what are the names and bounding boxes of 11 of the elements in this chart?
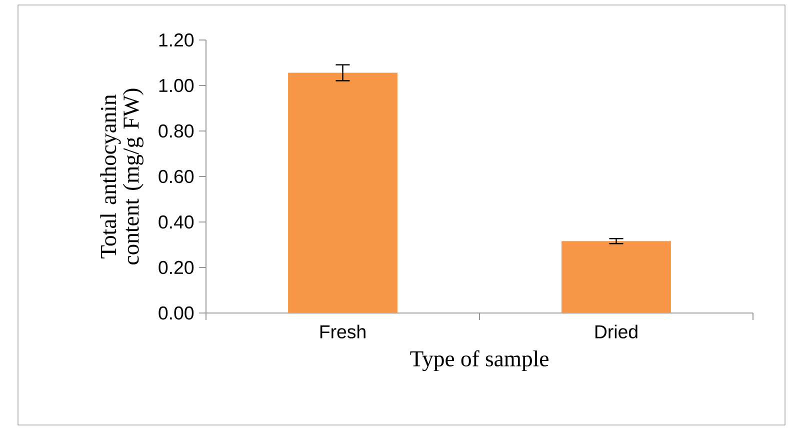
x-axis-title: Type of sample (410, 350, 548, 372)
x-tick-label: Dried (595, 324, 638, 338)
y-tick-label: 0.60 (158, 170, 194, 184)
y-axis-title: Total anthocyanin content (mg/g FW) (100, 88, 144, 264)
y-tick-label: 1.00 (159, 78, 194, 92)
y-tick-label: 0.00 (158, 306, 194, 320)
y-tick-label: 0.20 (158, 260, 194, 274)
y-tick-label: 0.40 (158, 215, 194, 229)
y-tick-label: 1.20 (159, 33, 194, 47)
x-tick-label: Fresh (320, 324, 366, 338)
y-tick-label: 0.80 (158, 124, 194, 138)
